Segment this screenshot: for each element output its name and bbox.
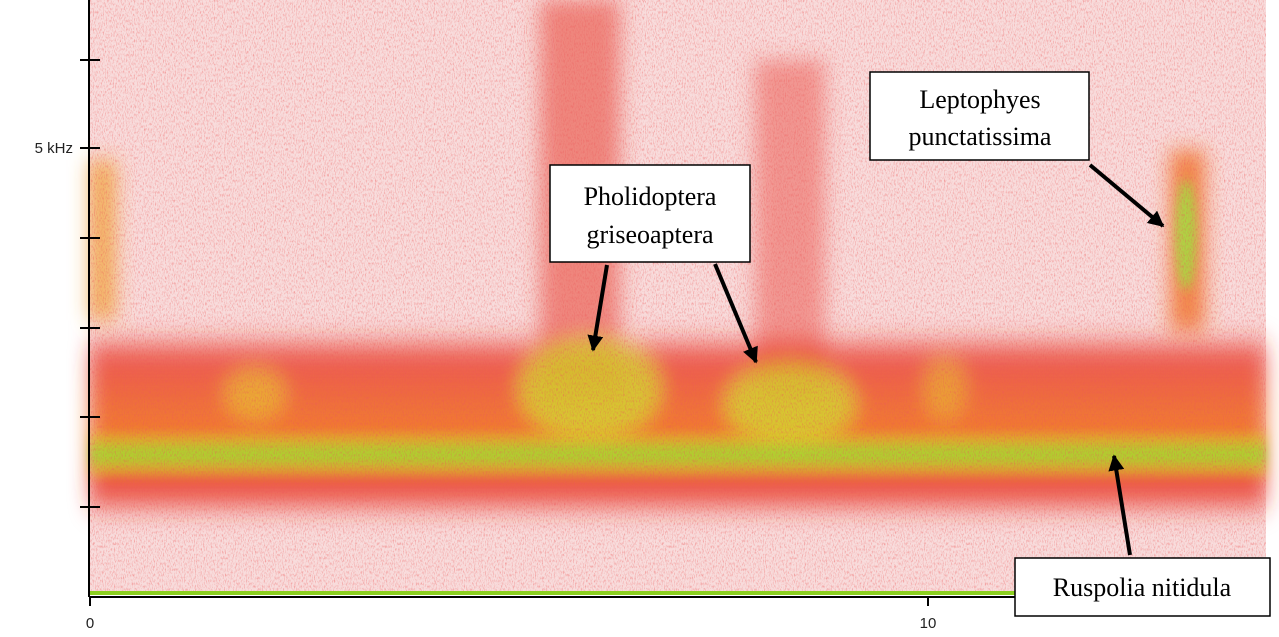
- annotation-text: griseoaptera: [586, 220, 714, 249]
- x-tick-label: 0: [86, 615, 94, 632]
- annotation-text: Ruspolia nitidula: [1053, 573, 1232, 602]
- annotation: Ruspolia nitidula: [1014, 454, 1271, 617]
- annotation: Leptophyes punctatissima: [869, 71, 1165, 228]
- y-axis-label: 5 kHz: [35, 140, 73, 157]
- x-tick-label: 10: [920, 615, 937, 632]
- annotation-text: Pholidoptera: [584, 182, 717, 211]
- annotation-text: Leptophyes: [919, 85, 1040, 114]
- annotation: Pholidoptera griseoaptera: [549, 164, 758, 364]
- annotation-text: punctatissima: [909, 122, 1052, 151]
